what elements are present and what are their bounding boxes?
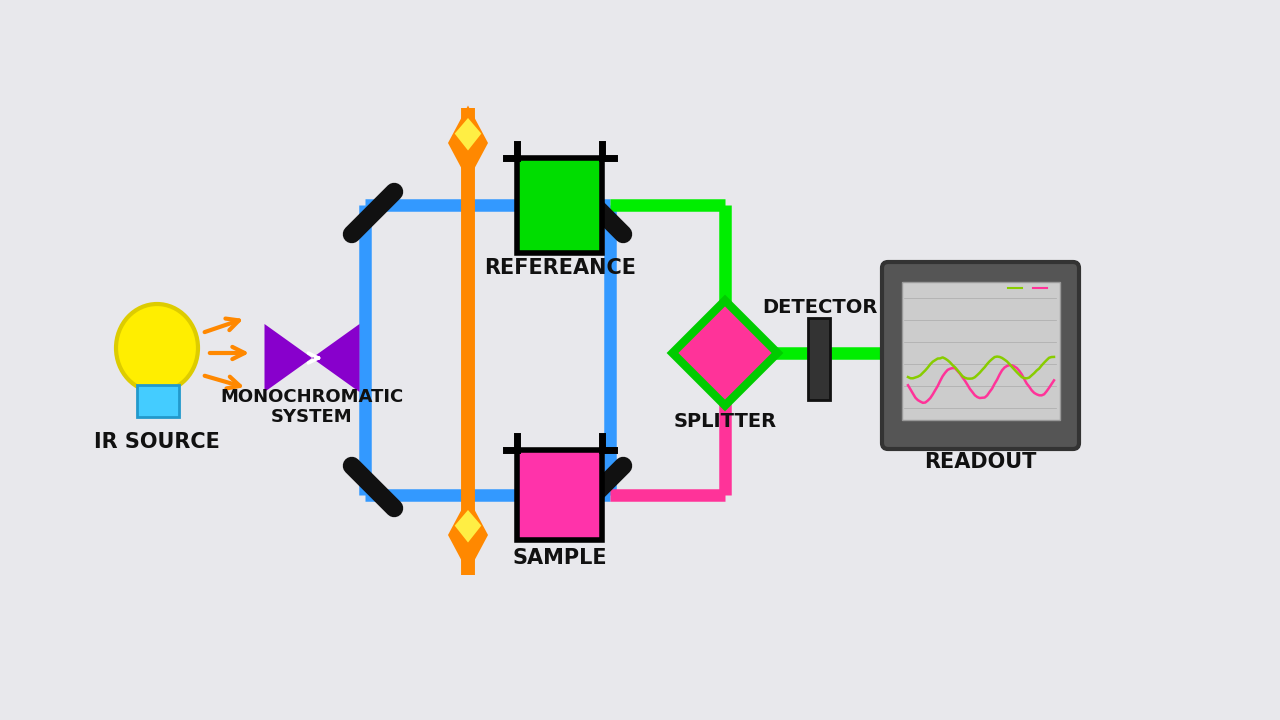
Polygon shape (448, 498, 488, 572)
Text: REFEREANCE: REFEREANCE (484, 258, 636, 278)
Polygon shape (672, 300, 777, 405)
Polygon shape (454, 510, 481, 542)
Ellipse shape (116, 304, 198, 392)
Text: SAMPLE: SAMPLE (513, 548, 607, 568)
Bar (517, 158, 603, 253)
Text: MONOCHROMATIC: MONOCHROMATIC (220, 388, 403, 406)
Bar (517, 450, 603, 540)
Text: DETECTOR: DETECTOR (762, 298, 877, 317)
Polygon shape (454, 118, 481, 150)
Text: SPLITTER: SPLITTER (673, 412, 777, 431)
Text: READOUT: READOUT (924, 452, 1037, 472)
Bar (137, 385, 179, 417)
Bar (902, 282, 1060, 420)
Text: SYSTEM: SYSTEM (271, 408, 353, 426)
Text: IR SOURCE: IR SOURCE (93, 432, 220, 452)
Polygon shape (265, 324, 312, 392)
Polygon shape (312, 324, 360, 392)
Polygon shape (448, 106, 488, 181)
Bar (808, 318, 829, 400)
FancyBboxPatch shape (882, 262, 1079, 449)
